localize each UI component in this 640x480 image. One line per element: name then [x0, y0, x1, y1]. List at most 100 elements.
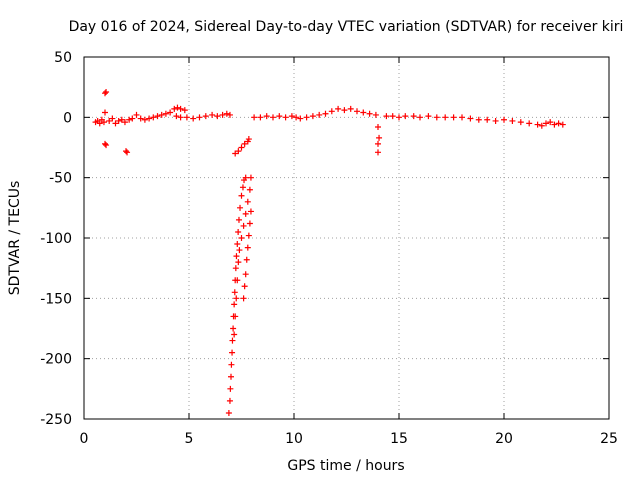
data-point: [158, 111, 165, 118]
data-point: [209, 111, 216, 118]
x-tick-label: 0: [80, 431, 89, 447]
data-point: [231, 289, 238, 296]
data-point: [118, 116, 125, 123]
data-point: [232, 265, 239, 272]
data-point: [517, 119, 524, 126]
data-point: [190, 115, 197, 122]
data-point: [121, 119, 128, 126]
data-point: [410, 113, 417, 120]
data-point: [309, 113, 316, 120]
data-point: [242, 271, 249, 278]
x-tick-label: 20: [495, 431, 513, 447]
data-point: [366, 110, 373, 117]
data-point: [225, 409, 232, 416]
data-point: [123, 148, 129, 155]
data-point: [177, 105, 184, 112]
data-point: [103, 142, 110, 149]
data-point: [242, 174, 249, 181]
data-point: [383, 113, 390, 120]
data-point: [243, 256, 250, 263]
x-tick-label: 5: [185, 431, 194, 447]
data-point: [137, 115, 144, 122]
data-point: [235, 259, 242, 266]
plot-area-frame: [83, 56, 610, 420]
data-point: [233, 253, 240, 260]
data-point: [236, 247, 243, 254]
x-tick-label: 15: [390, 431, 408, 447]
data-point: [238, 192, 245, 199]
data-point: [239, 184, 246, 191]
data-point: [396, 114, 402, 121]
data-point: [241, 140, 248, 147]
data-point: [230, 325, 237, 332]
data-point: [167, 109, 174, 116]
data-point: [257, 114, 264, 121]
y-tick-label: 50: [54, 50, 72, 66]
data-point: [509, 117, 516, 124]
data-point: [102, 109, 108, 116]
data-point: [559, 121, 566, 128]
data-point: [328, 108, 335, 115]
data-point: [112, 120, 119, 127]
data-point: [235, 148, 242, 155]
data-point: [106, 117, 113, 124]
data-point: [234, 277, 241, 284]
data-point: [202, 113, 209, 120]
data-point: [247, 174, 254, 181]
data-point: [551, 121, 558, 128]
data-point: [234, 241, 241, 248]
data-point: [372, 111, 379, 118]
data-point: [196, 114, 203, 121]
data-point: [417, 114, 423, 121]
data-point: [251, 114, 258, 121]
grid: [84, 57, 609, 419]
data-point: [214, 113, 221, 120]
data-point: [181, 107, 188, 114]
data-point: [433, 114, 440, 121]
y-tick-label: -250: [40, 412, 72, 428]
y-tick-label: -150: [40, 291, 72, 307]
data-point: [246, 220, 253, 227]
data-point: [231, 331, 238, 338]
data-point: [547, 119, 554, 126]
data-point: [297, 115, 304, 122]
data-point: [124, 149, 131, 156]
data-point: [526, 120, 533, 127]
data-point: [282, 114, 289, 121]
data-point: [459, 114, 465, 121]
data-point: [238, 235, 245, 241]
data-point: [375, 140, 381, 147]
data-point: [293, 114, 300, 121]
x-tick-label: 25: [600, 431, 618, 447]
data-point: [231, 301, 238, 308]
data-point: [102, 90, 108, 97]
data-point: [467, 115, 474, 122]
data-point: [247, 208, 254, 215]
data-point: [375, 123, 381, 130]
data-point: [154, 113, 161, 120]
data-point: [263, 113, 270, 120]
data-point: [543, 120, 549, 127]
data-point: [141, 116, 148, 123]
data-point: [335, 105, 342, 112]
data-point: [322, 110, 329, 117]
data-point: [219, 111, 226, 118]
data-point: [229, 349, 236, 356]
data-point: [235, 228, 242, 235]
data-point: [233, 295, 240, 302]
data-point: [389, 113, 396, 120]
data-point: [133, 111, 140, 118]
data-point: [555, 120, 562, 127]
data-point: [376, 134, 383, 141]
data-point: [375, 149, 381, 156]
data-point: [183, 114, 190, 121]
y-tick-label: -200: [40, 352, 72, 368]
data-point: [228, 361, 235, 368]
data-point: [501, 116, 507, 123]
data-point: [177, 114, 184, 121]
data-point: [162, 110, 169, 117]
data-point: [484, 116, 491, 123]
data-point: [450, 114, 457, 121]
data-point: [109, 115, 116, 122]
y-tick-label: -100: [40, 231, 72, 247]
